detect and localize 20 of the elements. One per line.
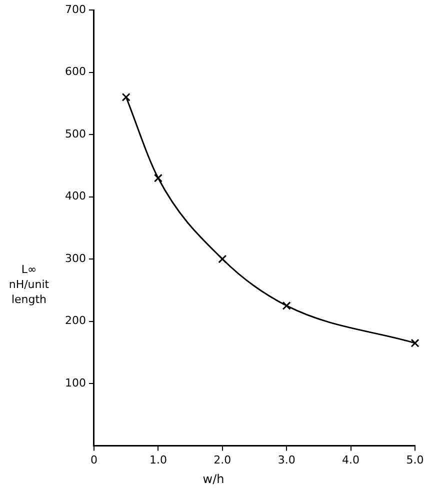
- point: [154, 174, 162, 182]
- point: [122, 92, 130, 102]
- x-axis-title: w/h: [202, 472, 226, 486]
- y-axis-title: L∞ nH/unit length: [8, 262, 50, 307]
- point: [410, 338, 420, 348]
- x-tick-label: 2.0: [214, 453, 232, 466]
- point: [282, 301, 291, 310]
- y-tick-label: 100: [64, 376, 86, 390]
- point: [218, 254, 227, 264]
- x-tick-label: 4.0: [342, 453, 360, 466]
- y-tick-label: 500: [64, 127, 86, 140]
- y-tick-label: 700: [64, 2, 86, 16]
- y-tick-label: 600: [64, 65, 86, 78]
- y-tick-label: 400: [64, 190, 86, 203]
- x-tick-label: 5.0: [406, 453, 424, 466]
- x-tick-label: 3.0: [278, 453, 296, 466]
- x-tick-label: 1.0: [149, 453, 167, 466]
- y-tick-label: 200: [64, 314, 86, 328]
- x-tick-label: 0: [90, 453, 98, 466]
- y-tick-label: 300: [64, 252, 86, 265]
